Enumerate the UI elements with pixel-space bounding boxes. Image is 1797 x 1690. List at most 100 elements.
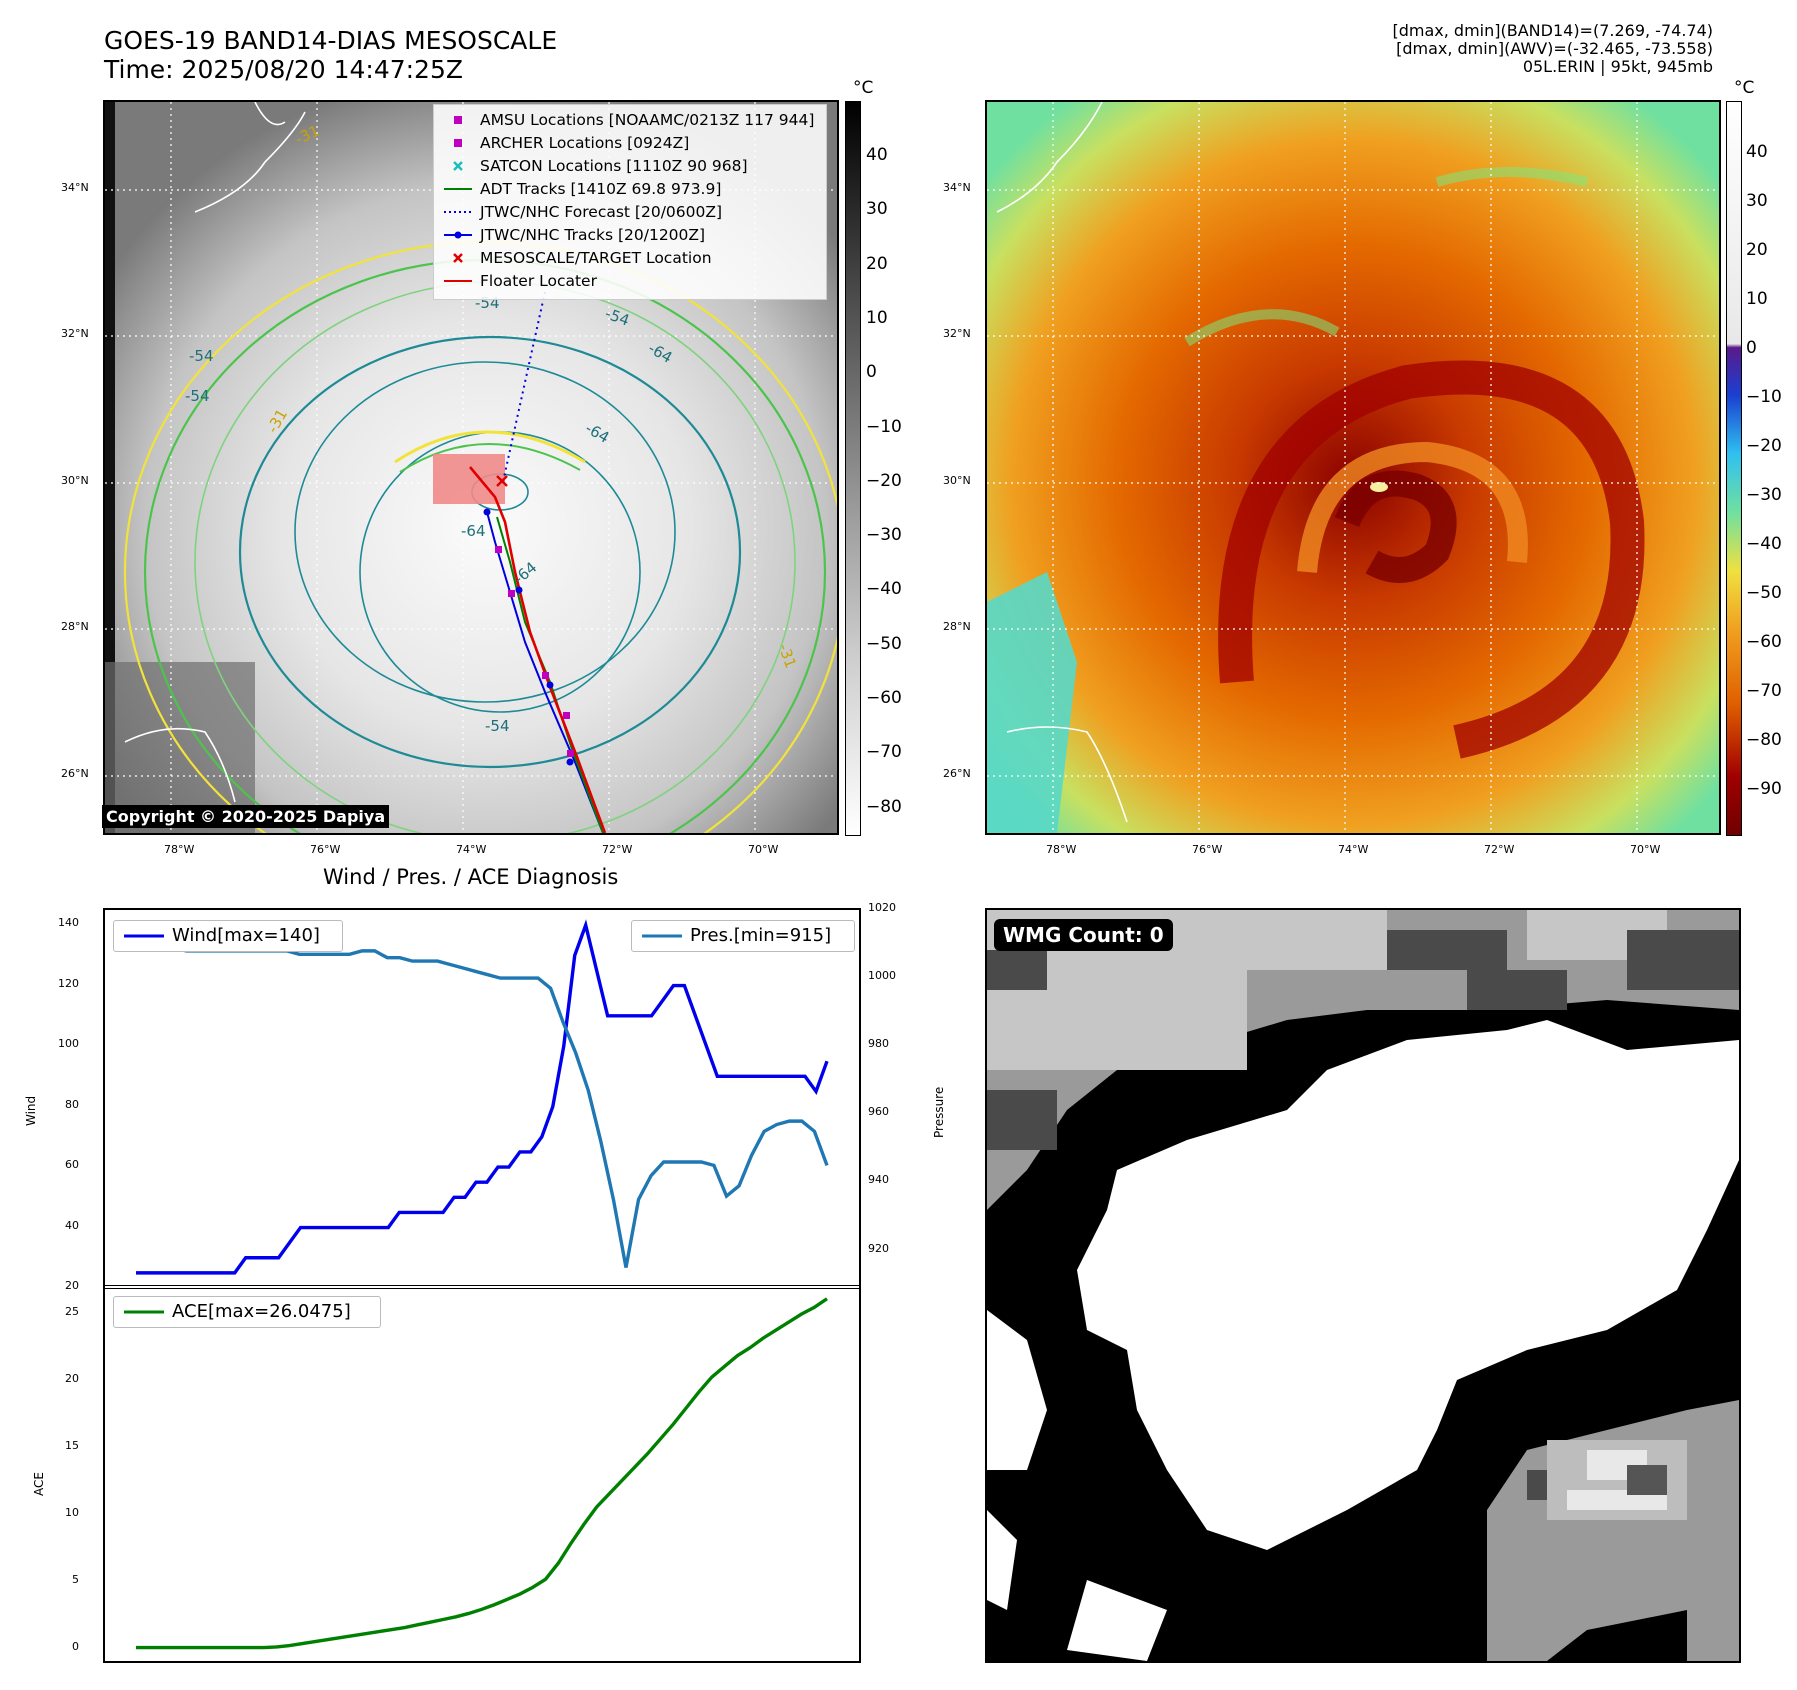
- legend-item: Floater Locater: [480, 272, 597, 290]
- lon-label: 78°W: [1046, 843, 1077, 856]
- colorbar-right-tick: −50: [1746, 583, 1782, 603]
- lon-label: 70°W: [748, 843, 779, 856]
- colorbar-left-tick: 0: [866, 362, 877, 383]
- lon-label: 72°W: [1484, 843, 1515, 856]
- wind-tick: 40: [65, 1218, 79, 1232]
- ace-tick: 10: [65, 1505, 79, 1519]
- ace-series-line: [136, 1297, 828, 1650]
- lat-label: 30°N: [943, 474, 971, 487]
- wind-series-line: [136, 919, 829, 1275]
- colorbar-left-tick: −60: [866, 688, 902, 708]
- ace-plot: [136, 1297, 828, 1650]
- wind-tick: 120: [58, 976, 79, 990]
- wind-axis-label: Wind: [24, 1095, 38, 1126]
- pressure-legend-label: Pres.[min=915]: [690, 925, 832, 946]
- colorbar-right-tick: −80: [1746, 730, 1782, 750]
- wmg-count-badge: WMG Count: 0: [994, 919, 1173, 951]
- wmg-image: [987, 910, 1739, 1661]
- wmg-panel: [985, 908, 1741, 1663]
- ace-tick: 0: [72, 1639, 79, 1653]
- colorbar-left-tick: −50: [866, 633, 902, 654]
- diagnosis-title: Wind / Pres. / ACE Diagnosis: [323, 865, 619, 889]
- colorbar-left-tick: −70: [866, 742, 902, 763]
- legend-item: ADT Tracks [1410Z 69.8 973.9]: [480, 180, 722, 198]
- colorbar-left-tick: −40: [866, 579, 902, 600]
- figure-time: Time: 2025/08/20 14:47:25Z: [104, 55, 463, 84]
- colorbar-right-tick: 10: [1746, 289, 1768, 309]
- ace-chart: ACE[max=26.0475]: [103, 1285, 861, 1663]
- ace-tick: 15: [65, 1438, 79, 1452]
- lon-label: 78°W: [164, 843, 195, 856]
- pressure-tick: 1020: [868, 901, 896, 914]
- pressure-legend: Pres.[min=915]: [631, 920, 855, 952]
- colorbar-right-tick: −90: [1746, 779, 1782, 799]
- colorbar-right-unit: °C: [1734, 78, 1755, 98]
- lat-label: 30°N: [61, 474, 89, 487]
- lat-label: 32°N: [943, 327, 971, 340]
- lon-label: 76°W: [310, 843, 341, 856]
- colorbar-right-tick: −30: [1746, 485, 1782, 505]
- pressure-series-line: [136, 925, 829, 1268]
- wind-tick: 80: [65, 1097, 79, 1111]
- colorbar-left: [845, 101, 861, 836]
- copyright-badge: Copyright © 2020-2025 Dapiya: [102, 805, 390, 828]
- wind-pressure-chart: Wind[max=140] Pres.[min=915]: [103, 908, 861, 1289]
- contour-label: -54: [485, 717, 510, 735]
- lat-label: 34°N: [943, 181, 971, 194]
- colorbar-left-tick: 40: [866, 145, 888, 165]
- lat-label: 28°N: [943, 620, 971, 633]
- legend-item: AMSU Locations [NOAAMC/0213Z 117 944]: [480, 111, 815, 129]
- colorbar-right-tick: 20: [1746, 240, 1768, 260]
- wind-tick: 20: [65, 1279, 79, 1292]
- colorbar-right-tick: 30: [1746, 191, 1768, 211]
- legend-item: MESOSCALE/TARGET Location: [480, 249, 712, 267]
- wind-pressure-plot: [136, 919, 829, 1275]
- colorbar-left-tick: 10: [866, 307, 888, 328]
- colorbar-left-tick: 30: [866, 199, 888, 220]
- contour-label: -54: [189, 347, 214, 365]
- colorbar-right-tick: 40: [1746, 142, 1768, 162]
- ace-tick: 20: [65, 1371, 79, 1385]
- pressure-axis-label: Pressure: [932, 1086, 946, 1138]
- contour-label: -54: [185, 387, 210, 405]
- lon-label: 72°W: [602, 843, 633, 856]
- colorbar-right-tick: −70: [1746, 681, 1782, 701]
- contour-label: -64: [461, 522, 486, 540]
- figure-title: GOES-19 BAND14-DIAS MESOSCALE: [104, 26, 558, 55]
- awv-map-panel: [985, 100, 1721, 835]
- meta-band14: [dmax, dmin](BAND14)=(7.269, -74.74): [1392, 21, 1714, 40]
- pressure-tick: 940: [868, 1173, 889, 1187]
- ace-legend-label: ACE[max=26.0475]: [172, 1301, 351, 1322]
- colorbar-right-tick: −40: [1746, 534, 1782, 554]
- legend-item: ARCHER Locations [0924Z]: [480, 134, 690, 152]
- colorbar-left-tick: 20: [866, 253, 888, 274]
- colorbar-left-tick: −30: [866, 525, 902, 546]
- lat-label: 26°N: [943, 767, 971, 780]
- ace-legend: ACE[max=26.0475]: [113, 1296, 381, 1328]
- meta-storm: 05L.ERIN | 95kt, 945mb: [1522, 57, 1713, 76]
- wind-tick: 60: [65, 1158, 79, 1172]
- colorbar-right-tick: −10: [1746, 387, 1782, 407]
- pressure-tick: 1000: [868, 969, 896, 983]
- wind-legend: Wind[max=140]: [113, 920, 343, 952]
- map-legend: AMSU Locations [NOAAMC/0213Z 117 944] AR…: [433, 104, 827, 300]
- lon-label: 74°W: [456, 843, 487, 856]
- ace-tick: 25: [65, 1304, 79, 1318]
- lat-label: 32°N: [61, 327, 89, 340]
- lon-label: 74°W: [1338, 843, 1369, 856]
- wind-legend-label: Wind[max=140]: [172, 925, 320, 946]
- lon-label: 76°W: [1192, 843, 1223, 856]
- colorbar-left-tick: −80: [866, 796, 902, 817]
- lon-label: 70°W: [1630, 843, 1661, 856]
- legend-item: JTWC/NHC Tracks [20/1200Z]: [480, 226, 706, 244]
- colorbar-right-tick: 0: [1746, 338, 1757, 358]
- legend-item: JTWC/NHC Forecast [20/0600Z]: [480, 203, 723, 221]
- pressure-tick: 980: [868, 1037, 889, 1051]
- lat-label: 34°N: [61, 181, 89, 194]
- colorbar-right-tick: −60: [1746, 632, 1782, 652]
- pressure-tick: 920: [868, 1241, 889, 1255]
- colorbar-left-tick: −20: [866, 470, 902, 491]
- awv-map-image: [987, 102, 1719, 833]
- legend-item: SATCON Locations [1110Z 90 968]: [480, 157, 748, 175]
- lat-label: 26°N: [61, 767, 89, 780]
